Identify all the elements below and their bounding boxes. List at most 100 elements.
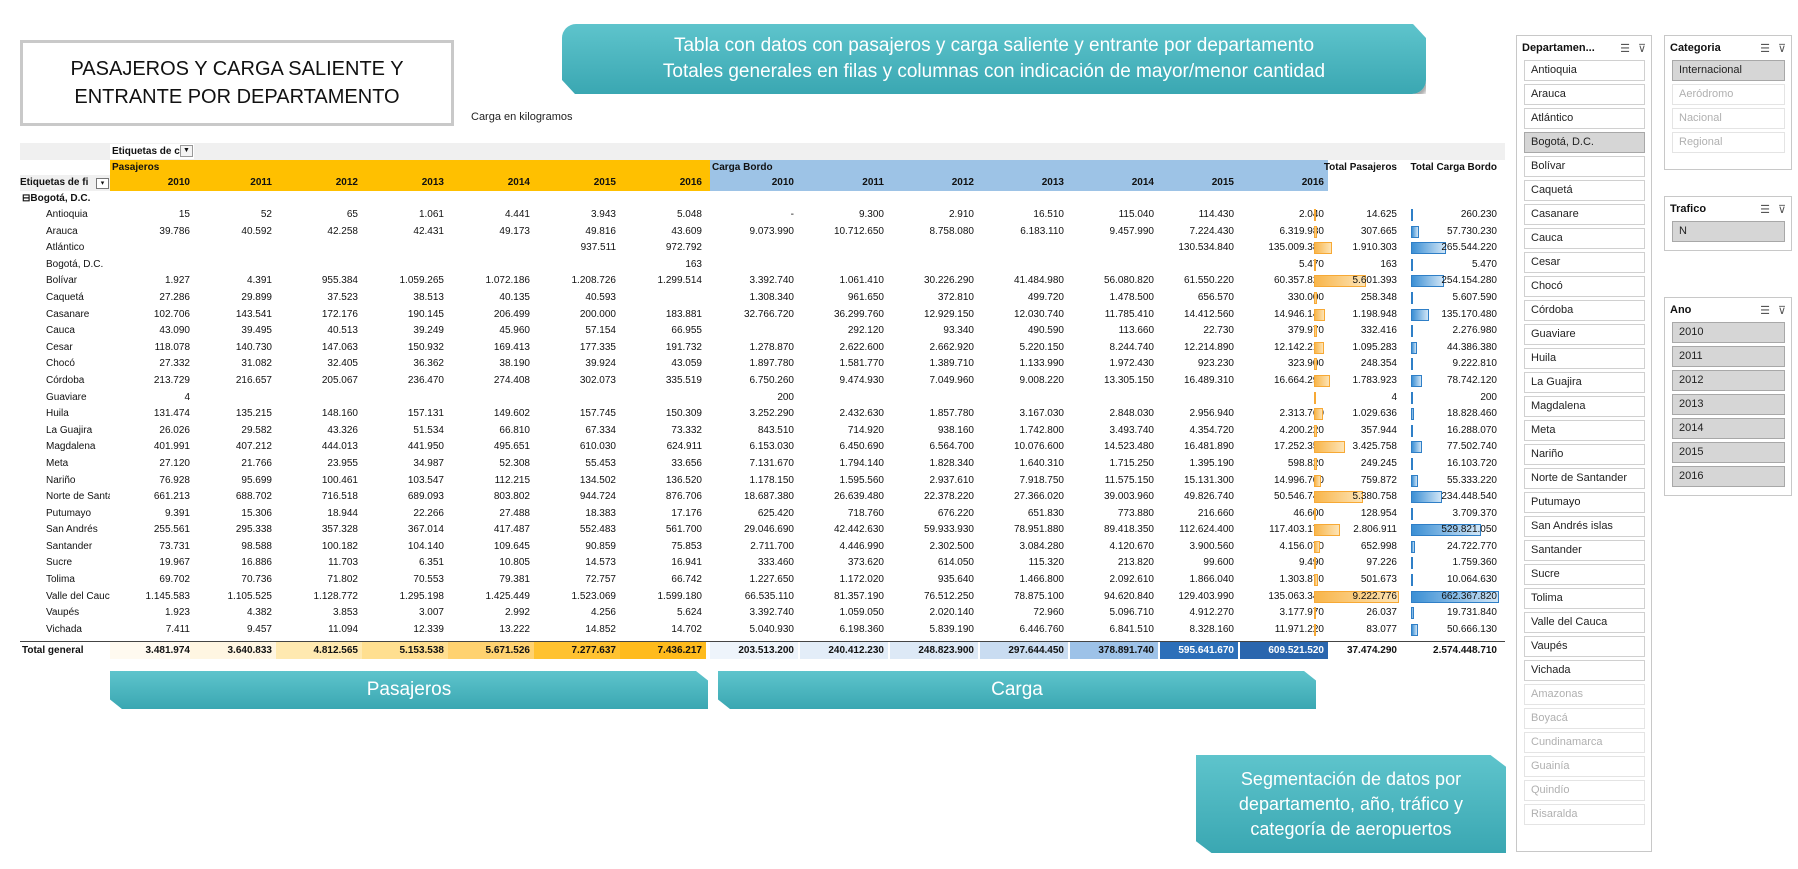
total-pasajeros-cell: 307.665 [1360, 225, 1397, 237]
slicer-item-departamento[interactable]: Antioquia [1524, 60, 1645, 81]
slicer-item-categoria[interactable]: Regional [1672, 132, 1785, 153]
total-carga-cell: 9.222.810 [1452, 358, 1498, 370]
pasajeros-cell: 552.483 [579, 524, 616, 536]
total-pasajeros-cell: 14.625 [1366, 209, 1397, 220]
clear-filter-icon[interactable]: ⊽ [1777, 42, 1786, 55]
slicer-item-departamento[interactable]: Magdalena [1524, 396, 1645, 417]
slicer-item-departamento[interactable]: Cundinamarca [1524, 732, 1645, 753]
slicer-item-departamento[interactable]: Risaralda [1524, 804, 1645, 825]
table-row: Santander 73.731 98.588 100.182 104.140 109.6… [20, 539, 1505, 556]
clear-filter-icon[interactable]: ⊽ [1777, 203, 1786, 216]
slicer-item-departamento[interactable]: Norte de Santander [1524, 468, 1645, 489]
total-pasajeros-cell: 1.783.923 [1352, 374, 1398, 386]
slicer-item-departamento[interactable]: Nariño [1524, 444, 1645, 465]
row-label: Vichada [46, 623, 82, 635]
table-row: Tolima 69.702 70.736 71.802 70.553 79.381 72.7… [20, 572, 1505, 589]
year-header-pasajeros: 2016 [620, 175, 706, 191]
slicer-item-ano[interactable]: 2014 [1672, 418, 1785, 439]
slicer-item-departamento[interactable]: Valle del Cauca [1524, 612, 1645, 633]
slicer-item-departamento[interactable]: Caquetá [1524, 180, 1645, 201]
total-carga-databar [1411, 524, 1482, 537]
pasajeros-cell: 27.488 [499, 507, 530, 519]
multiselect-icon[interactable]: ☰ [1620, 42, 1630, 55]
slicer-item-ano[interactable]: 2015 [1672, 442, 1785, 463]
clear-filter-icon[interactable]: ⊽ [1777, 304, 1786, 317]
total-pasajeros-year-cell: 5.153.538 [362, 642, 448, 659]
slicer-item-departamento[interactable]: Córdoba [1524, 300, 1645, 321]
slicer-item-ano[interactable]: 2013 [1672, 394, 1785, 415]
column-labels-dropdown-icon[interactable]: ▼ [180, 145, 193, 157]
slicer-item-categoria[interactable]: Nacional [1672, 108, 1785, 129]
slicer-item-departamento[interactable]: Quindío [1524, 780, 1645, 801]
slicer-categoria-items: Internacional Aeródromo Nacional Regional [1665, 60, 1791, 153]
carga-cell: 12.142.210 [1273, 341, 1324, 353]
carga-cell: 5.839.190 [929, 623, 975, 635]
table-row: Norte de Santander 661.213 688.702 716.518 6… [20, 489, 1505, 506]
slicer-categoria: Categoria ☰ ⊽ Internacional Aeródromo Nacio… [1664, 35, 1792, 170]
carga-cell: 1.133.990 [1019, 358, 1065, 370]
slicer-item-departamento[interactable]: Amazonas [1524, 684, 1645, 705]
clear-filter-icon[interactable]: ⊽ [1637, 42, 1646, 55]
pasajeros-cell: 876.706 [665, 491, 702, 503]
carga-cell: 2.622.600 [839, 341, 885, 353]
slicer-item-ano[interactable]: 2012 [1672, 370, 1785, 391]
slicer-item-departamento[interactable]: Putumayo [1524, 492, 1645, 513]
slicer-item-departamento[interactable]: Vichada [1524, 660, 1645, 681]
pasajeros-cell: 70.553 [413, 574, 444, 586]
slicer-item-departamento[interactable]: Guaviare [1524, 324, 1645, 345]
pasajeros-cell: 40.135 [499, 291, 530, 303]
carga-cell: 330.000 [1287, 291, 1324, 303]
slicer-item-departamento[interactable]: Boyacá [1524, 708, 1645, 729]
slicer-item-departamento[interactable]: Vaupés [1524, 636, 1645, 657]
slicer-item-departamento[interactable]: Cesar [1524, 252, 1645, 273]
total-carga-databar [1411, 341, 1418, 354]
carga-cell: 113.660 [1118, 325, 1154, 337]
slicer-item-departamento[interactable]: Chocó [1524, 276, 1645, 297]
carga-cell: 843.510 [757, 424, 794, 436]
slicer-item-departamento[interactable]: Arauca [1524, 84, 1645, 105]
slicer-item-departamento[interactable]: Santander [1524, 540, 1645, 561]
carga-cell: 12.214.890 [1183, 341, 1234, 353]
pasajeros-cell: 172.176 [321, 308, 358, 320]
slicer-item-categoria[interactable]: Internacional [1672, 60, 1785, 81]
slicer-item-departamento[interactable]: Meta [1524, 420, 1645, 441]
carga-cell: 625.420 [757, 507, 794, 519]
slicer-item-ano[interactable]: 2010 [1672, 322, 1785, 343]
slicer-item-departamento[interactable]: Guainía [1524, 756, 1645, 777]
slicer-item-departamento[interactable]: San Andrés islas [1524, 516, 1645, 537]
pasajeros-cell: 18.383 [585, 507, 616, 519]
pasajeros-cell: 150.932 [407, 341, 444, 353]
slicer-item-departamento[interactable]: Bolívar [1524, 156, 1645, 177]
multiselect-icon[interactable]: ☰ [1760, 304, 1770, 317]
total-carga-cell: 662.367.820 [1441, 590, 1497, 602]
slicer-item-departamento[interactable]: Cauca [1524, 228, 1645, 249]
slicer-item-departamento[interactable]: Tolima [1524, 588, 1645, 609]
slicer-item-departamento[interactable]: Atlántico [1524, 108, 1645, 129]
total-pasajeros-databar [1314, 491, 1364, 504]
slicer-item-categoria[interactable]: Aeródromo [1672, 84, 1785, 105]
slicer-item-departamento[interactable]: Sucre [1524, 564, 1645, 585]
slicer-item-ano[interactable]: 2016 [1672, 466, 1785, 487]
slicer-item-departamento[interactable]: Casanare [1524, 204, 1645, 225]
pasajeros-cell: 190.145 [407, 308, 444, 320]
multiselect-icon[interactable]: ☰ [1760, 42, 1770, 55]
slicer-item-ano[interactable]: 2011 [1672, 346, 1785, 367]
pasajeros-cell: 32.405 [327, 358, 358, 370]
total-pasajeros-databar [1314, 209, 1316, 221]
total-carga-cell: 78.742.120 [1446, 374, 1497, 386]
pasajeros-cell: 441.950 [407, 441, 444, 453]
slicer-item-departamento[interactable]: Huila [1524, 348, 1645, 369]
multiselect-icon[interactable]: ☰ [1760, 203, 1770, 216]
row-labels-filter-icon[interactable]: ▾ [96, 178, 109, 189]
collapse-icon[interactable]: ⊟ [22, 193, 31, 204]
carga-cell: 372.810 [937, 291, 974, 303]
year-header-row: 2010 2011 2012 2013 2014 2015 2016 2010 2011 2012… [110, 175, 1505, 191]
origin-group-row[interactable]: ⊟Bogotá, D.C. [20, 191, 90, 207]
year-header-carga: 2016 [1240, 175, 1328, 191]
slicer-item-departamento[interactable]: Bogotá, D.C. [1524, 132, 1645, 153]
slicer-item-trafico[interactable]: N [1672, 221, 1785, 242]
pasajeros-cell: 367.014 [407, 524, 444, 536]
pasajeros-cell: 104.140 [407, 540, 444, 552]
slicer-item-departamento[interactable]: La Guajira [1524, 372, 1645, 393]
carga-cell: 2.711.700 [750, 540, 794, 552]
